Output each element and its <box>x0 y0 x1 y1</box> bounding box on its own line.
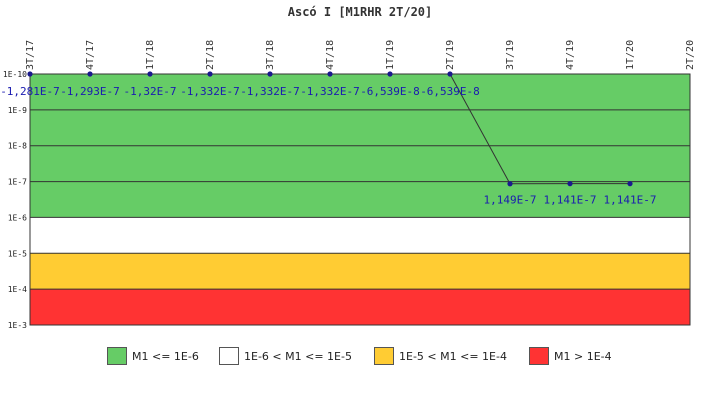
data-label-10: 1,141E-7 <box>604 194 657 207</box>
chart-legend: M1 <= 1E-6 1E-6 < M1 <= 1E-5 1E-5 < M1 <= … <box>0 346 720 370</box>
risk-band-2 <box>30 253 690 290</box>
data-point-10 <box>627 181 633 187</box>
x-tick-label-7: 2T/19 <box>445 40 456 70</box>
x-tick-label-4: 3T/18 <box>265 40 276 70</box>
x-tick-label-11: 2T/20 <box>685 40 696 70</box>
data-label-5: -1,332E-7 <box>300 85 360 98</box>
chart-title: Ascó I [M1RHR 2T/20] <box>287 5 433 19</box>
legend-swatch-3 <box>529 347 549 365</box>
x-tick-label-3: 2T/18 <box>205 40 216 70</box>
data-point-5 <box>327 71 333 77</box>
legend-label-2: 1E-5 < M1 <= 1E-4 <box>399 349 507 363</box>
data-label-8: 1,149E-7 <box>484 194 537 207</box>
legend-swatch-1 <box>219 347 239 365</box>
y-tick-label-0: 1E-10 <box>3 70 27 79</box>
x-tick-label-1: 4T/17 <box>85 40 96 70</box>
legend-item-1: 1E-6 < M1 <= 1E-5 <box>219 346 352 366</box>
data-label-6: -6,539E-8 <box>360 85 420 98</box>
data-point-6 <box>387 71 393 77</box>
y-tick-label-3: 1E-7 <box>8 178 27 187</box>
risk-band-3 <box>30 289 690 325</box>
y-tick-label-5: 1E-5 <box>8 249 27 258</box>
x-tick-label-9: 4T/19 <box>565 40 576 70</box>
legend-item-0: M1 <= 1E-6 <box>107 346 199 366</box>
x-tick-label-6: 1T/19 <box>385 40 396 70</box>
x-tick-label-10: 1T/20 <box>625 40 636 70</box>
y-tick-label-2: 1E-8 <box>8 142 27 151</box>
data-point-8 <box>507 181 513 187</box>
y-tick-label-7: 1E-3 <box>8 321 27 330</box>
legend-swatch-0 <box>107 347 127 365</box>
data-point-7 <box>447 71 453 77</box>
y-tick-label-6: 1E-4 <box>8 285 27 294</box>
chart-plot: 1E-10 1E-9 1E-8 1E-7 1E-6 1E-5 1E-4 1E-3 3T/17 4T… <box>0 40 696 330</box>
data-label-7: -6,539E-8 <box>420 85 480 98</box>
data-label-1: -1,293E-7 <box>60 85 120 98</box>
legend-label-3: M1 > 1E-4 <box>554 349 612 363</box>
legend-item-2: 1E-5 < M1 <= 1E-4 <box>374 346 507 366</box>
data-point-0 <box>27 71 33 77</box>
data-label-2: -1,32E-7 <box>124 85 177 98</box>
x-tick-label-0: 3T/17 <box>25 40 36 70</box>
data-label-0: -1,281E-7 <box>0 85 60 98</box>
legend-swatch-2 <box>374 347 394 365</box>
y-tick-label-1: 1E-9 <box>8 106 27 115</box>
data-point-4 <box>267 71 273 77</box>
y-tick-label-4: 1E-6 <box>8 213 27 222</box>
x-tick-label-8: 3T/19 <box>505 40 516 70</box>
x-tick-label-5: 4T/18 <box>325 40 336 70</box>
risk-band-1 <box>30 217 690 254</box>
data-label-4: -1,332E-7 <box>240 85 300 98</box>
x-tick-label-2: 1T/18 <box>145 40 156 70</box>
data-label-3: -1,332E-7 <box>180 85 240 98</box>
data-point-3 <box>207 71 213 77</box>
data-point-9 <box>567 181 573 187</box>
legend-label-1: 1E-6 < M1 <= 1E-5 <box>244 349 352 363</box>
legend-label-0: M1 <= 1E-6 <box>132 349 199 363</box>
data-point-2 <box>147 71 153 77</box>
legend-item-3: M1 > 1E-4 <box>529 346 612 366</box>
data-point-1 <box>87 71 93 77</box>
data-label-9: 1,141E-7 <box>544 194 597 207</box>
